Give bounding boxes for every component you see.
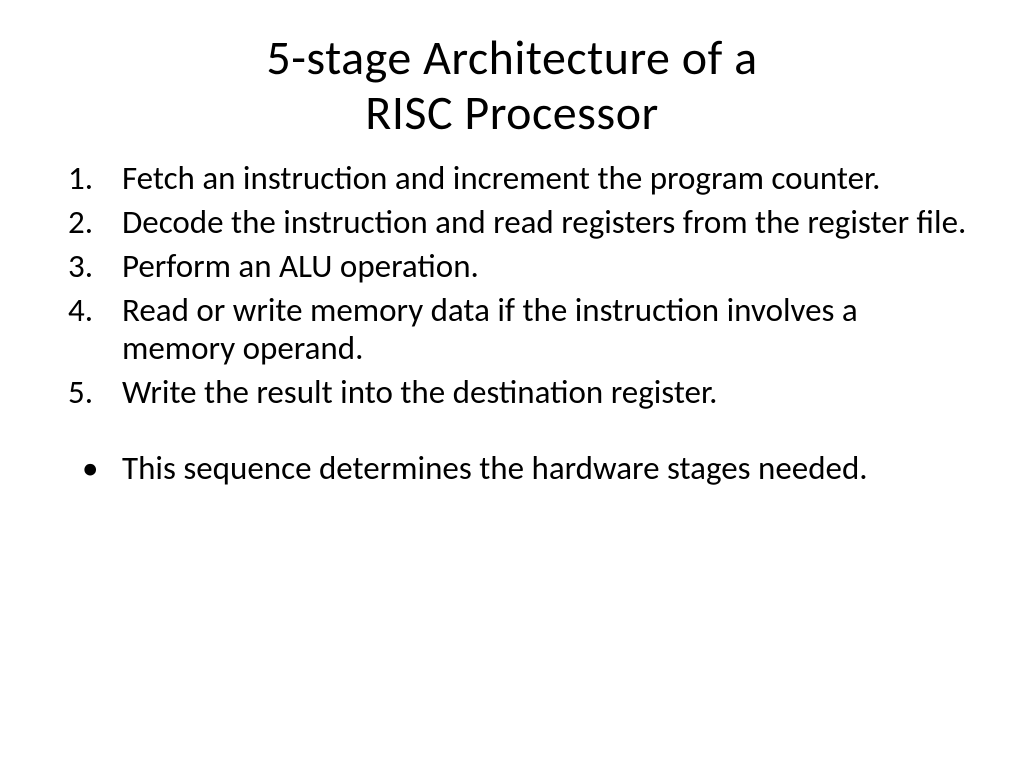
list-item: Read or write memory data if the instruc… <box>50 292 974 368</box>
bullet-list: This sequence determines the hardware st… <box>50 450 974 488</box>
list-item: Decode the instruction and read register… <box>50 204 974 242</box>
list-item: Perform an ALU operation. <box>50 248 974 286</box>
slide-title: 5-stage Architecture of a RISC Processor <box>50 30 974 140</box>
numbered-list: Fetch an instruction and increment the p… <box>50 160 974 412</box>
list-item: Fetch an instruction and increment the p… <box>50 160 974 198</box>
title-line-1: 5-stage Architecture of a <box>266 28 757 87</box>
list-item: This sequence determines the hardware st… <box>50 450 974 488</box>
title-line-2: RISC Processor <box>365 83 659 142</box>
list-item: Write the result into the destination re… <box>50 374 974 412</box>
